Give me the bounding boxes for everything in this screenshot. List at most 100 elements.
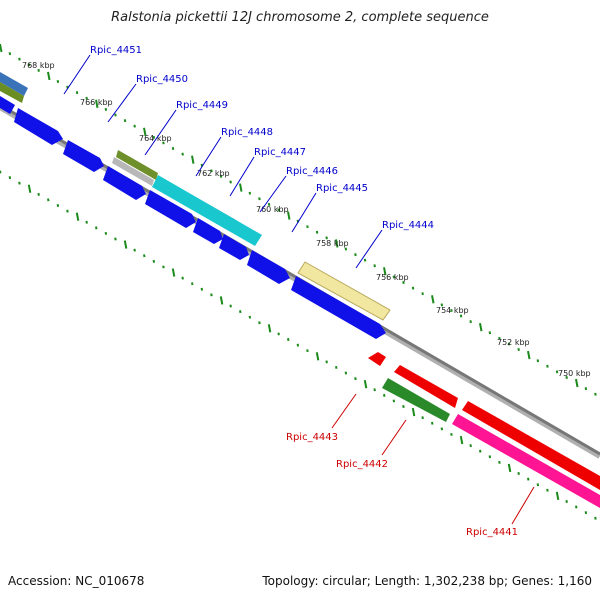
scale-tick [239, 310, 242, 314]
gene-rpic-4448-bar[interactable] [116, 150, 158, 180]
scale-tick [479, 449, 482, 453]
gene-blue-arrow-5[interactable] [145, 190, 196, 228]
scale-tick [421, 416, 424, 420]
scale-tick [469, 320, 472, 324]
gene-rpic-4447-region[interactable] [152, 175, 262, 246]
scale-tick [18, 57, 21, 61]
gene-blue-arrow-8[interactable] [247, 250, 290, 284]
scale-tick [85, 220, 88, 224]
gene-rpic-4451-band[interactable] [0, 82, 24, 103]
scale-tick [536, 483, 540, 487]
scale-tick [450, 432, 453, 436]
scale-tick [210, 169, 213, 173]
gene-rpic-4451-feature[interactable] [0, 72, 28, 96]
scale-tick [152, 259, 156, 263]
scale-tick [75, 91, 79, 95]
gene-rpic-4441-feature[interactable] [452, 414, 600, 508]
gene-label-rpic-4441[interactable]: Rpic_4441 [466, 527, 518, 538]
gene-label-rpic-4442[interactable]: Rpic_4442 [336, 459, 388, 470]
scale-tick [0, 43, 3, 53]
gene-label-rpic-4444[interactable]: Rpic_4444 [382, 220, 434, 231]
scale-tick [555, 491, 560, 501]
scale-tick [18, 181, 21, 185]
kbp-label: 754 kbp [436, 306, 469, 315]
scale-tick [335, 365, 338, 369]
scale-tick [277, 332, 280, 336]
scale-tick [47, 71, 51, 81]
scale-tick [229, 304, 232, 308]
scale-tick [555, 370, 559, 374]
accession-text: Accession: NC_010678 [8, 574, 145, 588]
scale-tick [248, 191, 252, 195]
scale-tick [507, 463, 512, 473]
scale-tick [210, 293, 213, 297]
scale-tick [162, 141, 165, 145]
scale-tick [498, 336, 501, 340]
scale-ticks [0, 43, 597, 520]
scale-tick [287, 211, 291, 220]
scale-tick [517, 348, 520, 352]
scale-tick [114, 113, 117, 117]
scale-tick [104, 231, 108, 235]
gene-blue-arrow-1[interactable] [0, 96, 15, 114]
scale-tick [421, 292, 424, 296]
scale-tick [450, 308, 453, 312]
gene-rpic-4448-gray[interactable] [112, 157, 154, 186]
scale-tick [47, 198, 50, 202]
kbp-label: 762 kbp [197, 169, 230, 178]
reverse-features [368, 352, 600, 508]
scale-tick [517, 472, 520, 476]
scale-tick [37, 68, 40, 72]
scale-tick [171, 147, 175, 151]
scale-tick [392, 275, 396, 279]
scale-tick [373, 264, 376, 268]
gene-red-arrow-2[interactable] [462, 401, 600, 490]
gene-label-rpic-4447[interactable]: Rpic_4447 [254, 147, 306, 158]
scale-tick [373, 388, 376, 392]
gene-rpic-4443-feature[interactable] [368, 352, 386, 366]
scale-tick [181, 276, 184, 280]
gene-blue-arrow-3[interactable] [63, 140, 104, 172]
gene-label-rpic-4451[interactable]: Rpic_4451 [90, 45, 142, 56]
scale-tick [219, 296, 224, 305]
label-leaders [63, 54, 535, 525]
gene-red-arrow-1[interactable] [394, 365, 458, 408]
gene-blue-arrow-4[interactable] [103, 166, 146, 200]
scale-tick [479, 323, 483, 332]
map-title: Ralstonia pickettii 12J chromosome 2, co… [111, 10, 489, 25]
scale-tick [383, 267, 387, 276]
scale-tick [459, 314, 463, 318]
scale-tick [546, 364, 549, 368]
scale-tick [8, 52, 12, 56]
scale-tick [8, 176, 12, 180]
kbp-label: 768 kbp [22, 61, 55, 70]
gene-label-rpic-4449[interactable]: Rpic_4449 [176, 100, 228, 111]
topology-summary: Topology: circular; Length: 1,302,238 bp… [262, 574, 592, 588]
gene-blue-arrow-2[interactable] [14, 108, 63, 145]
scale-tick [37, 192, 40, 196]
gene-label-rpic-4445[interactable]: Rpic_4445 [316, 183, 368, 194]
gene-blue-arrow-9[interactable] [291, 276, 386, 339]
gene-label-rpic-4448[interactable]: Rpic_4448 [221, 127, 273, 138]
gene-rpic-4444-region[interactable] [297, 261, 391, 321]
gene-label-rpic-4450[interactable]: Rpic_4450 [136, 74, 188, 85]
gene-blue-arrow-7[interactable] [219, 234, 249, 260]
scale-tick [258, 197, 261, 201]
scale-tick [575, 505, 578, 509]
scale-tick [277, 208, 280, 212]
scale-tick [143, 127, 147, 136]
scale-tick [191, 155, 195, 164]
scale-tick [248, 315, 252, 319]
gene-rpic-4442-feature[interactable] [382, 378, 450, 422]
scale-tick [95, 99, 99, 109]
scale-tick [594, 392, 597, 396]
scale-tick [123, 119, 127, 123]
gene-label-rpic-4443[interactable]: Rpic_4443 [286, 432, 338, 443]
gene-label-rpic-4446[interactable]: Rpic_4446 [286, 166, 338, 177]
scale-tick [536, 359, 540, 363]
scale-tick [363, 258, 367, 262]
gene-blue-arrow-6[interactable] [193, 218, 223, 244]
scale-tick [114, 237, 117, 241]
scale-tick [488, 331, 492, 335]
